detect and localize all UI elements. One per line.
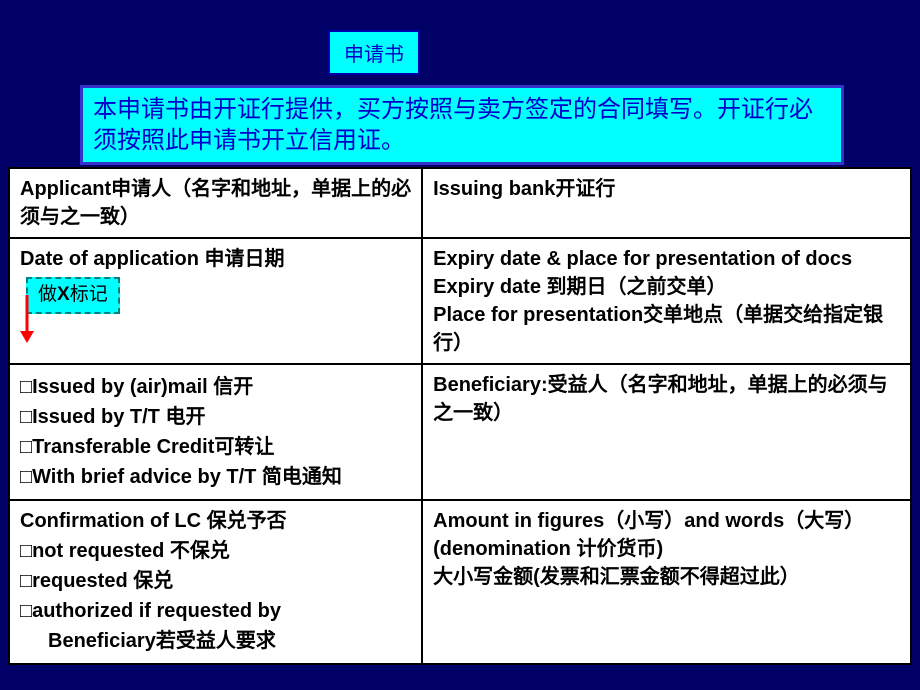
arrow-down-icon (17, 295, 37, 343)
date-label: Date of application 申请日期 (20, 248, 284, 270)
option-requested: □requested 保兑 (20, 567, 411, 595)
applicant-cell: Applicant申请人（名字和地址，单据上的必须与之一致） (9, 168, 422, 238)
form-table: Applicant申请人（名字和地址，单据上的必须与之一致） Issuing b… (8, 167, 912, 665)
expiry-line1: Expiry date & place for presentation of … (433, 248, 852, 298)
option-authorized-cont: Beneficiary若受益人要求 (20, 627, 411, 655)
mark-badge: 做X标记 (26, 277, 120, 314)
option-authorized: □authorized if requested by (20, 597, 411, 625)
option-airmail: □Issued by (air)mail 信开 (20, 373, 411, 401)
option-transferable: □Transferable Credit可转让 (20, 433, 411, 461)
title-badge: 申请书 (328, 30, 420, 75)
date-cell: Date of application 申请日期 做X标记 (9, 238, 422, 364)
description-box: 本申请书由开证行提供，买方按照与卖方签定的合同填写。开证行必须按照此申请书开立信… (80, 85, 844, 165)
issue-options-cell: □Issued by (air)mail 信开 □Issued by T/T 电… (9, 364, 422, 500)
amount-line1: Amount in figures（小写）and words（大写）(denom… (433, 510, 864, 560)
confirmation-title: Confirmation of LC 保兑予否 (20, 510, 287, 532)
expiry-cell: Expiry date & place for presentation of … (422, 238, 911, 364)
option-tt: □Issued by T/T 电开 (20, 403, 411, 431)
beneficiary-cell: Beneficiary:受益人（名字和地址，单据上的必须与之一致） (422, 364, 911, 500)
expiry-line2: Place for presentation交单地点（单据交给指定银行） (433, 304, 883, 354)
table-row: Applicant申请人（名字和地址，单据上的必须与之一致） Issuing b… (9, 168, 911, 238)
option-not-requested: □not requested 不保兑 (20, 537, 411, 565)
table-row: Date of application 申请日期 做X标记 Expiry dat… (9, 238, 911, 364)
amount-line2: 大小写金额(发票和汇票金额不得超过此） (433, 566, 800, 588)
table-row: Confirmation of LC 保兑予否 □not requested 不… (9, 500, 911, 664)
amount-cell: Amount in figures（小写）and words（大写）(denom… (422, 500, 911, 664)
table-row: □Issued by (air)mail 信开 □Issued by T/T 电… (9, 364, 911, 500)
option-brief-advice: □With brief advice by T/T 简电通知 (20, 463, 411, 491)
issuing-bank-cell: Issuing bank开证行 (422, 168, 911, 238)
confirmation-cell: Confirmation of LC 保兑予否 □not requested 不… (9, 500, 422, 664)
